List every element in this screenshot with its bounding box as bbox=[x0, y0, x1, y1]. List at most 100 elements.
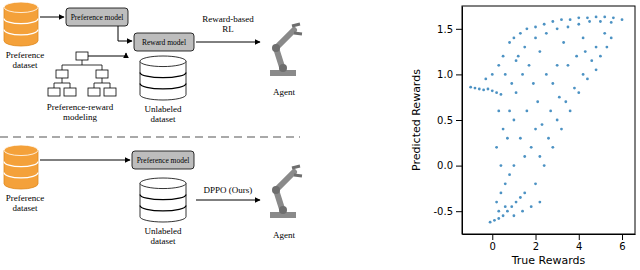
point bbox=[558, 96, 561, 99]
point bbox=[534, 37, 537, 40]
cylinder-band bbox=[4, 173, 38, 178]
robot-gripper bbox=[292, 166, 302, 176]
x-tick: 2 bbox=[533, 234, 539, 252]
point bbox=[577, 23, 580, 26]
label: Agent bbox=[273, 230, 295, 240]
label: Preference-reward bbox=[47, 102, 114, 112]
point bbox=[491, 73, 494, 76]
agent-icon bbox=[270, 24, 302, 76]
x-tick: 0 bbox=[490, 234, 496, 252]
hierarchy-node bbox=[56, 70, 68, 78]
point bbox=[500, 164, 503, 167]
label: dataset bbox=[13, 60, 38, 70]
model-box bbox=[134, 33, 194, 51]
hierarchy-node bbox=[64, 88, 76, 96]
robot-gripper bbox=[292, 24, 302, 34]
x-axis: 0246 bbox=[463, 234, 636, 252]
arrow bbox=[196, 42, 260, 43]
point bbox=[519, 196, 522, 199]
point bbox=[545, 32, 548, 35]
point bbox=[521, 73, 524, 76]
y-tick: 1.0 bbox=[437, 69, 462, 80]
cylinder-top bbox=[140, 178, 186, 189]
point bbox=[543, 23, 546, 26]
point bbox=[497, 217, 500, 220]
y-axis: -0.50.00.51.01.5 bbox=[433, 7, 462, 235]
point bbox=[491, 89, 494, 92]
point bbox=[513, 164, 516, 167]
point bbox=[469, 86, 472, 89]
point bbox=[519, 137, 522, 140]
model-box bbox=[66, 8, 128, 26]
point bbox=[543, 164, 546, 167]
point bbox=[590, 59, 593, 62]
point bbox=[595, 16, 598, 19]
y-tick: -0.5 bbox=[433, 206, 462, 217]
label: Preference bbox=[6, 193, 44, 203]
point bbox=[508, 109, 511, 112]
point bbox=[586, 16, 589, 19]
point bbox=[513, 119, 516, 122]
arrow bbox=[118, 26, 132, 41]
point bbox=[530, 205, 533, 208]
point bbox=[484, 78, 487, 81]
point bbox=[495, 201, 498, 204]
robot-joint bbox=[279, 206, 287, 214]
point bbox=[502, 214, 505, 217]
hierarchy-node bbox=[96, 70, 108, 78]
point bbox=[577, 16, 580, 19]
plot-frame bbox=[462, 6, 635, 234]
point bbox=[519, 32, 522, 35]
point bbox=[487, 88, 490, 91]
point bbox=[506, 210, 509, 213]
dataset-icon bbox=[140, 56, 186, 100]
y-tick: 0.0 bbox=[437, 160, 462, 171]
point bbox=[605, 46, 608, 49]
point bbox=[497, 109, 500, 112]
point bbox=[497, 64, 500, 67]
x-axis-title: True Rewards bbox=[511, 254, 586, 267]
point bbox=[513, 214, 516, 217]
point bbox=[612, 16, 615, 19]
point bbox=[500, 93, 503, 96]
point bbox=[513, 37, 516, 40]
point bbox=[569, 109, 572, 112]
hierarchy-node bbox=[48, 88, 60, 96]
point bbox=[541, 123, 544, 126]
cylinder-band bbox=[140, 194, 186, 199]
scatter-chart: 0246-0.50.00.51.01.5True RewardsPredicte… bbox=[410, 6, 636, 267]
hierarchy-links bbox=[54, 60, 110, 88]
point bbox=[610, 37, 613, 40]
point bbox=[556, 27, 559, 30]
point bbox=[562, 41, 565, 44]
cylinder-band bbox=[4, 30, 38, 35]
label: dataset bbox=[151, 114, 176, 124]
point bbox=[532, 82, 535, 85]
point bbox=[510, 205, 513, 208]
arrow bbox=[88, 53, 126, 56]
point bbox=[502, 55, 505, 58]
point bbox=[567, 64, 570, 67]
x-tick-label: 2 bbox=[533, 241, 539, 252]
points bbox=[469, 16, 623, 224]
point bbox=[556, 64, 559, 67]
model-label: Preference model bbox=[137, 156, 190, 165]
point bbox=[538, 155, 541, 158]
point bbox=[515, 59, 518, 62]
cylinder-top bbox=[4, 145, 38, 156]
point bbox=[497, 210, 500, 213]
robot-joint bbox=[272, 186, 280, 194]
label: dataset bbox=[151, 236, 176, 246]
robot-joint bbox=[279, 64, 287, 72]
point bbox=[547, 137, 550, 140]
y-tick-mark bbox=[456, 211, 462, 212]
y-tick-label: 1.0 bbox=[437, 69, 453, 80]
point bbox=[599, 55, 602, 58]
label: RL bbox=[222, 24, 234, 34]
label: DPPO (Ours) bbox=[204, 185, 253, 195]
cylinder-top bbox=[4, 2, 38, 13]
point bbox=[493, 219, 496, 222]
x-tick: 6 bbox=[619, 234, 625, 252]
point bbox=[569, 18, 572, 21]
point bbox=[575, 55, 578, 58]
